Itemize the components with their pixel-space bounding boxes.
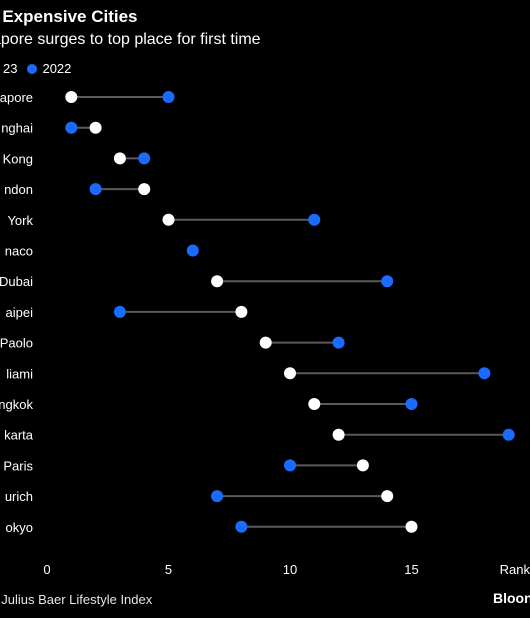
point-2022 [162, 91, 175, 103]
x-tick-label: 0 [43, 562, 50, 577]
point-2023 [235, 305, 248, 318]
category-label: nghai [1, 121, 33, 136]
category-label: apore [0, 90, 33, 105]
point-2022 [405, 398, 418, 410]
point-2022 [211, 490, 224, 503]
point-2022 [332, 336, 345, 349]
x-tick-label: 5 [165, 562, 172, 577]
category-label: urich [5, 489, 33, 504]
point-2022 [235, 520, 248, 533]
x-tick-label: 15 [404, 562, 418, 577]
point-2023 [113, 152, 126, 165]
category-label: York [7, 213, 33, 228]
point-2022 [502, 428, 515, 441]
point-2023 [138, 183, 151, 196]
legend-swatch-2022 [27, 63, 38, 74]
point-2023 [259, 336, 272, 349]
category-label: aipei [6, 305, 34, 320]
point-2023 [405, 520, 418, 533]
point-2023 [284, 367, 296, 380]
point-2023 [89, 121, 102, 134]
chart-subtitle: apore surges to top place for first time [0, 31, 261, 48]
brand-logo: Bloon [493, 590, 530, 606]
point-2022 [308, 213, 321, 226]
point-2023 [332, 428, 345, 441]
point-2023 [356, 459, 369, 472]
point-2022 [478, 367, 491, 380]
point-2023 [381, 490, 394, 503]
point-2022 [113, 305, 126, 318]
point-2022 [65, 121, 78, 134]
point-2023 [65, 91, 78, 103]
point-2023 [162, 213, 175, 226]
category-label: naco [5, 244, 33, 259]
legend-label-2023: 23 [3, 61, 18, 76]
legend-item-2022: 2022 [27, 61, 71, 76]
point-2022 [138, 152, 151, 165]
x-tick-label: 10 [283, 562, 297, 577]
chart-title: t Expensive Cities [0, 7, 138, 26]
category-label: ngkok [0, 397, 33, 412]
point-2022 [186, 244, 199, 257]
category-label: Kong [3, 151, 33, 166]
point-2023 [211, 275, 224, 288]
legend-item-2023: 23 [0, 61, 17, 76]
point-2023 [308, 398, 321, 410]
category-label: Dubai [0, 274, 33, 289]
category-label: liami [6, 366, 33, 381]
category-label: karta [4, 428, 34, 443]
legend-label-2022: 2022 [42, 61, 72, 76]
point-2022 [381, 275, 394, 288]
category-label: okyo [6, 520, 33, 535]
point-2022 [89, 183, 102, 196]
x-axis-label: Rank [500, 562, 530, 577]
point-2022 [284, 459, 296, 472]
source-note: : Julius Baer Lifestyle Index [0, 592, 153, 607]
category-label: Paolo [0, 336, 33, 351]
category-label: Paris [3, 458, 33, 473]
category-label: ndon [4, 182, 33, 197]
legend: 23 2022 [0, 61, 81, 76]
